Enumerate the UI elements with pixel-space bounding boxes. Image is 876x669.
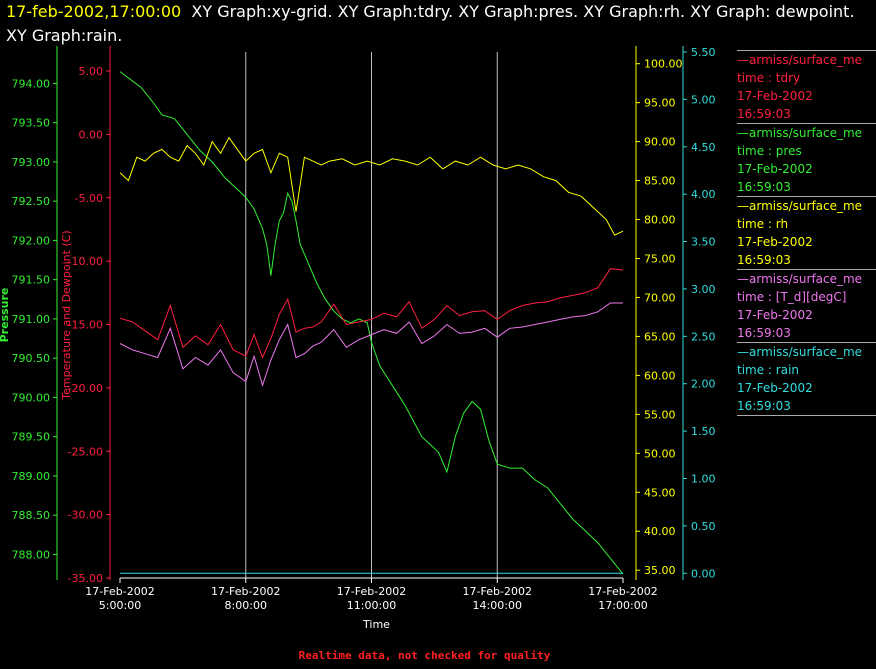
rh-tick-label: 55.00 <box>644 408 676 421</box>
legend-source: —armiss/surface_me <box>737 345 863 359</box>
legend-time: 16:59:03 <box>737 180 791 194</box>
legend-date: 17-Feb-2002 <box>737 162 813 176</box>
temperature-tick-label: -20.00 <box>68 382 103 395</box>
legend-source: —armiss/surface_me <box>737 126 863 140</box>
x-axis-label: Time <box>362 618 390 631</box>
legend-date: 17-Feb-2002 <box>737 89 813 103</box>
x-tick-label: 8:00:00 <box>225 599 267 612</box>
legend-label: time : [T_d][degC] <box>737 290 847 304</box>
rain-tick-label: 5.50 <box>691 46 716 59</box>
pressure-tick-label: 789.50 <box>12 431 51 444</box>
pressure-tick-label: 793.50 <box>12 117 51 130</box>
temperature-tick-label: -30.00 <box>68 509 103 522</box>
temperature-tick-label: 5.00 <box>79 65 104 78</box>
x-tick-label: 17-Feb-2002 <box>211 585 280 598</box>
rain-tick-label: 1.50 <box>691 425 716 438</box>
pressure-tick-label: 788.50 <box>12 509 51 522</box>
rh-tick-label: 40.00 <box>644 525 676 538</box>
rh-tick-label: 75.00 <box>644 253 676 266</box>
pressure-series-line <box>119 71 624 575</box>
legend-label: time : rain <box>737 363 800 377</box>
rain-tick-label: 3.50 <box>691 236 716 249</box>
pressure-tick-label: 794.00 <box>12 77 51 90</box>
rh-tick-label: 35.00 <box>644 564 676 577</box>
rh-tick-label: 50.00 <box>644 447 676 460</box>
rh-tick-label: 60.00 <box>644 369 676 382</box>
pressure-tick-label: 788.00 <box>12 548 51 561</box>
x-tick-label: 17-Feb-2002 <box>85 585 154 598</box>
rh-tick-label: 90.00 <box>644 136 676 149</box>
rain-tick-label: 0.50 <box>691 520 716 533</box>
temperature-axis-label: Temperature and Dewpoint (C) <box>60 230 73 400</box>
pressure-tick-label: 789.00 <box>12 470 51 483</box>
x-tick-label: 11:00:00 <box>347 599 396 612</box>
pressure-tick-label: 792.00 <box>12 234 51 247</box>
pressure-tick-label: 792.50 <box>12 195 51 208</box>
rh-tick-label: 65.00 <box>644 330 676 343</box>
legend-source: —armiss/surface_me <box>737 199 863 213</box>
pressure-tick-label: 791.50 <box>12 274 51 287</box>
rh-tick-label: 45.00 <box>644 486 676 499</box>
rh-tick-label: 70.00 <box>644 291 676 304</box>
dewpoint-series-line <box>119 302 623 387</box>
pressure-tick-label: 793.00 <box>12 156 51 169</box>
temperature-series-line <box>119 268 624 359</box>
rh-series-line <box>119 136 624 236</box>
rain-tick-label: 2.50 <box>691 330 716 343</box>
rain-tick-label: 0.00 <box>691 567 716 580</box>
rain-tick-label: 3.00 <box>691 283 716 296</box>
legend-time: 16:59:03 <box>737 253 791 267</box>
legend-source: —armiss/surface_me <box>737 53 863 67</box>
rh-tick-label: 100.00 <box>644 58 683 71</box>
pressure-axis-label: Pressure <box>0 288 11 343</box>
temperature-tick-label: -35.00 <box>68 572 103 585</box>
temperature-tick-label: -10.00 <box>68 255 103 268</box>
rain-tick-label: 1.00 <box>691 472 716 485</box>
rain-tick-label: 4.50 <box>691 141 716 154</box>
legend-source: —armiss/surface_me <box>737 272 863 286</box>
rain-tick-label: 5.00 <box>691 93 716 106</box>
temperature-tick-label: -5.00 <box>75 192 103 205</box>
legend: —armiss/surface_me time : tdry 17-Feb-2002… <box>737 50 876 416</box>
pressure-tick-label: 790.00 <box>12 391 51 404</box>
legend-label: time : tdry <box>737 71 801 85</box>
x-tick-label: 5:00:00 <box>99 599 141 612</box>
legend-time: 16:59:03 <box>737 107 791 121</box>
legend-label: time : pres <box>737 144 802 158</box>
x-tick-label: 17:00:00 <box>598 599 647 612</box>
x-tick-label: 14:00:00 <box>473 599 522 612</box>
legend-time: 16:59:03 <box>737 399 791 413</box>
legend-date: 17-Feb-2002 <box>737 381 813 395</box>
temperature-tick-label: 0.00 <box>79 128 104 141</box>
rh-tick-label: 85.00 <box>644 175 676 188</box>
rh-tick-label: 80.00 <box>644 214 676 227</box>
title-timestamp: 17-feb-2002,17:00:00 <box>6 2 182 21</box>
x-tick-label: 17-Feb-2002 <box>463 585 532 598</box>
legend-time: 16:59:03 <box>737 326 791 340</box>
legend-date: 17-Feb-2002 <box>737 308 813 322</box>
pressure-tick-label: 790.50 <box>12 352 51 365</box>
title-graph-list: XY Graph:xy-grid. XY Graph:tdry. XY Grap… <box>6 2 855 45</box>
rain-tick-label: 4.00 <box>691 188 716 201</box>
rain-tick-label: 2.00 <box>691 378 716 391</box>
x-tick-label: 17-Feb-2002 <box>588 585 657 598</box>
quality-notice: Realtime data, not checked for quality <box>298 649 551 662</box>
chart-title: 17-feb-2002,17:00:00 XY Graph:xy-grid. X… <box>6 0 872 48</box>
legend-date: 17-Feb-2002 <box>737 235 813 249</box>
pressure-tick-label: 791.00 <box>12 313 51 326</box>
legend-label: time : rh <box>737 217 789 231</box>
rh-tick-label: 95.00 <box>644 97 676 110</box>
temperature-tick-label: -15.00 <box>68 319 103 332</box>
temperature-tick-label: -25.00 <box>68 445 103 458</box>
x-tick-label: 17-Feb-2002 <box>337 585 406 598</box>
